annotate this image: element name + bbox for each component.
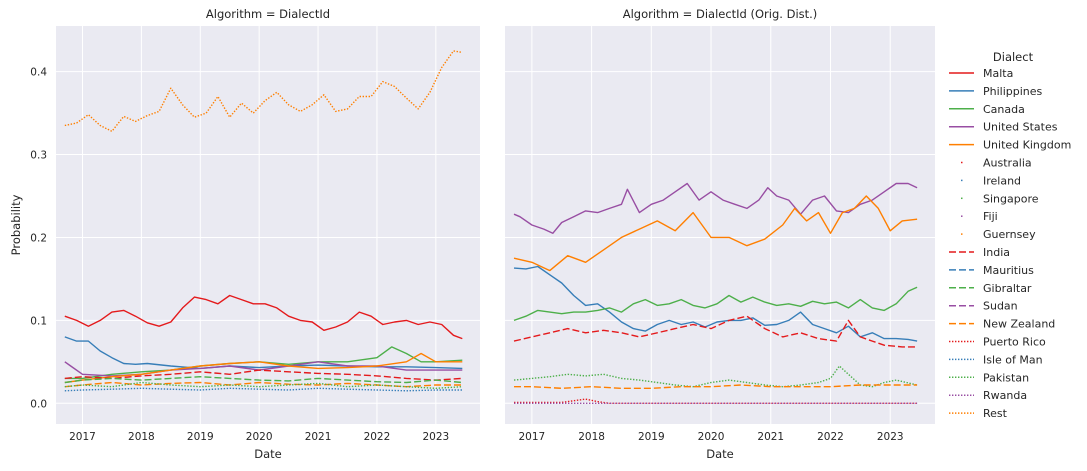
legend-entry-sudan: Sudan <box>949 300 1018 313</box>
legend-label: Philippines <box>983 85 1043 98</box>
series-line-pakistan <box>64 381 463 389</box>
series-line-philippines <box>513 265 918 342</box>
y-tick-labels: 0.0 0.1 0.2 0.3 0.4 <box>30 67 47 411</box>
x-axis-label: Date <box>254 447 282 461</box>
legend-entry-canada: Canada <box>949 103 1025 116</box>
series-line-india <box>64 369 463 381</box>
facets: Algorithm = DialectId 2017 2018 2019 2020 20… <box>9 7 935 461</box>
y-tick-label: 0.3 <box>30 150 47 162</box>
legend-entry-puerto-rico: Puerto Rico <box>949 336 1046 349</box>
legend-label: United Kingdom <box>983 139 1071 152</box>
x-tick-labels: 2017 2018 2019 2020 2021 2022 2023 <box>519 431 904 443</box>
legend-entry-australia: Australia <box>961 157 1032 170</box>
legend-label: Malta <box>983 67 1013 80</box>
legend-label: India <box>983 246 1010 259</box>
series-lines <box>513 182 918 404</box>
series-line-rest <box>64 50 463 133</box>
series-line-gibraltar <box>64 376 463 384</box>
series-line-new-zealand <box>64 381 463 388</box>
series-lines <box>64 50 463 392</box>
series-line-pakistan <box>513 365 918 388</box>
legend-label: Rest <box>983 407 1008 420</box>
series-line-united-kingdom <box>64 352 463 384</box>
facet-title-dialectid: Algorithm = DialectId <box>206 7 330 21</box>
legend-entry-india: India <box>949 246 1010 259</box>
legend-entries: Malta Philippines Canada United States Unite… <box>949 67 1071 420</box>
legend-label: Sudan <box>983 300 1018 313</box>
x-tick-label: 2018 <box>578 431 605 443</box>
x-tick-label: 2020 <box>246 431 273 443</box>
plot-area-dialectid-orig-dist <box>505 26 935 424</box>
x-tick-label: 2023 <box>877 431 904 443</box>
series-line-united-states <box>64 361 463 377</box>
legend-label: Isle of Man <box>983 353 1043 366</box>
legend-entry-ireland: Ireland <box>961 174 1021 187</box>
gridlines <box>505 26 935 424</box>
legend-entry-singapore: Singapore <box>961 192 1039 205</box>
legend-label: Fiji <box>983 210 998 223</box>
legend-label: Rwanda <box>983 389 1027 402</box>
legend-label: Puerto Rico <box>983 336 1046 349</box>
legend-label: Singapore <box>983 192 1039 205</box>
x-tick-label: 2022 <box>817 431 844 443</box>
x-tick-label: 2018 <box>128 431 155 443</box>
legend-entry-guernsey: Guernsey <box>961 228 1036 241</box>
facet-dialectid: Algorithm = DialectId 2017 2018 2019 2020 20… <box>9 7 480 461</box>
legend-label: Gibraltar <box>983 282 1032 295</box>
facet-title-dialectid-orig-dist: Algorithm = DialectId (Orig. Dist.) <box>623 7 818 21</box>
x-tick-label: 2023 <box>422 431 449 443</box>
x-tick-label: 2021 <box>757 431 784 443</box>
legend-label: Ireland <box>983 174 1021 187</box>
x-tick-label: 2022 <box>364 431 391 443</box>
series-line-india <box>513 315 918 348</box>
x-tick-label: 2019 <box>187 431 214 443</box>
y-tick-label: 0.2 <box>30 232 47 244</box>
legend: Dialect Malta Philippines Canada United Sta… <box>949 50 1071 420</box>
legend-entry-philippines: Philippines <box>949 85 1043 98</box>
legend-entry-mauritius: Mauritius <box>949 264 1034 277</box>
x-tick-label: 2020 <box>698 431 725 443</box>
series-line-malta <box>64 294 463 340</box>
y-axis-label: Probability <box>9 194 23 255</box>
legend-entry-united-kingdom: United Kingdom <box>949 139 1071 152</box>
legend-entry-rest: Rest <box>949 407 1008 420</box>
facet-dialectid-orig-dist: Algorithm = DialectId (Orig. Dist.) 2017… <box>505 7 935 461</box>
legend-label: New Zealand <box>983 318 1055 331</box>
y-tick-label: 0.1 <box>30 315 47 327</box>
legend-label: Australia <box>983 157 1032 170</box>
legend-entry-gibraltar: Gibraltar <box>949 282 1032 295</box>
y-tick-label: 0.4 <box>30 67 47 79</box>
legend-entry-new-zealand: New Zealand <box>949 318 1055 331</box>
legend-entry-malta: Malta <box>949 67 1013 80</box>
x-axis-label: Date <box>706 447 734 461</box>
x-tick-label: 2017 <box>69 431 96 443</box>
x-tick-label: 2017 <box>519 431 546 443</box>
y-tick-label: 0.0 <box>30 398 47 410</box>
legend-entry-pakistan: Pakistan <box>949 371 1029 384</box>
gridlines <box>56 26 480 424</box>
legend-entry-fiji: Fiji <box>961 210 998 223</box>
series-line-canada <box>64 346 463 380</box>
legend-entry-united-states: United States <box>949 121 1058 134</box>
legend-entry-rwanda: Rwanda <box>949 389 1027 402</box>
plot-area-dialectid <box>56 26 480 424</box>
legend-label: Pakistan <box>983 371 1029 384</box>
series-line-canada <box>513 286 918 322</box>
series-line-united-states <box>513 182 918 235</box>
legend-label: United States <box>983 121 1058 134</box>
x-tick-label: 2019 <box>638 431 665 443</box>
x-tick-label: 2021 <box>305 431 332 443</box>
series-line-new-zealand <box>514 384 918 389</box>
legend-entry-isle-of-man: Isle of Man <box>949 353 1043 366</box>
legend-title: Dialect <box>993 50 1034 64</box>
x-tick-labels: 2017 2018 2019 2020 2021 2022 2023 <box>69 431 449 443</box>
legend-label: Mauritius <box>983 264 1034 277</box>
series-line-united-kingdom <box>513 195 918 272</box>
legend-label: Canada <box>983 103 1025 116</box>
legend-label: Guernsey <box>983 228 1036 241</box>
